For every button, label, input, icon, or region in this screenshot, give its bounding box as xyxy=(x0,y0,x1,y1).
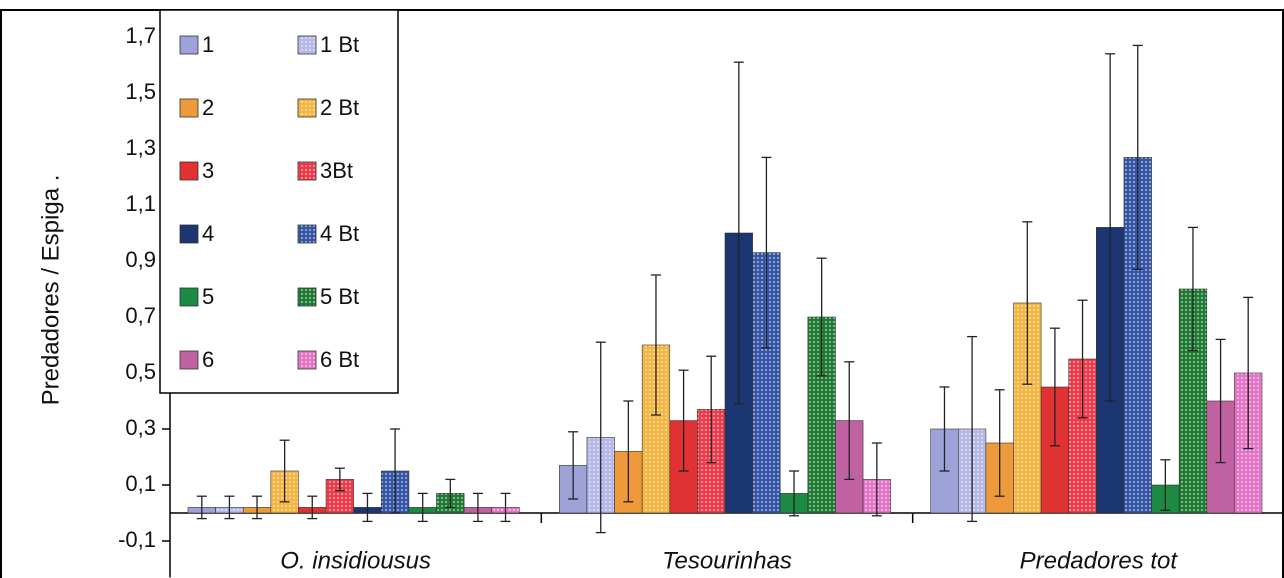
error-bar xyxy=(279,439,290,503)
error-bar xyxy=(1022,221,1033,385)
legend-label: 1 xyxy=(202,32,214,57)
error-bar xyxy=(472,492,483,523)
x-tick-label: Predadores tot xyxy=(1020,547,1179,574)
error-bar xyxy=(967,335,978,523)
x-tick-label: Tesourinhas xyxy=(662,547,792,574)
y-tick-label: 0,5 xyxy=(125,359,156,384)
x-tick-label: O. insidiousus xyxy=(280,547,431,574)
y-tick-label: 1,5 xyxy=(125,79,156,104)
legend-swatch xyxy=(297,98,317,118)
legend-label: 4 xyxy=(202,221,214,246)
legend-swatch xyxy=(179,35,199,55)
y-axis-label: Predadores / Espiga . xyxy=(37,175,64,406)
chart-frame xyxy=(0,9,1284,578)
error-bar xyxy=(678,369,689,472)
legend-label: 5 xyxy=(202,284,214,309)
error-bar xyxy=(568,431,579,500)
legend-swatch xyxy=(179,287,199,307)
error-bar xyxy=(224,495,235,520)
error-bar xyxy=(1049,327,1060,447)
legend-label: 6 xyxy=(202,347,214,372)
legend-label: 2 Bt xyxy=(320,95,359,120)
error-bar xyxy=(706,355,717,464)
legend-label: 1 Bt xyxy=(320,32,359,57)
error-bar xyxy=(816,257,827,377)
y-tick-label: 0,1 xyxy=(125,471,156,496)
error-bar xyxy=(994,389,1005,497)
error-bar xyxy=(1187,226,1198,352)
legend-label: 2 xyxy=(202,95,214,120)
y-tick-label: 1,1 xyxy=(125,191,156,216)
error-bar xyxy=(252,495,263,520)
error-bar xyxy=(623,400,634,503)
error-bar xyxy=(196,495,207,520)
error-bar xyxy=(1243,296,1254,450)
legend-swatch xyxy=(297,161,317,181)
error-bar xyxy=(650,274,661,416)
legend: 1 1 Bt 2 2 Bt 3 3Bt 4 4 Bt 5 5 Bt 6 6 Bt xyxy=(159,9,399,394)
legend-box xyxy=(159,9,399,394)
error-bar xyxy=(871,442,882,517)
error-bar xyxy=(733,61,744,405)
legend-label: 4 Bt xyxy=(320,221,359,246)
legend-label: 5 Bt xyxy=(320,284,359,309)
error-bar xyxy=(761,156,772,349)
legend-label: 3 xyxy=(202,158,214,183)
error-bar xyxy=(595,341,606,534)
error-bar xyxy=(334,467,345,492)
legend-swatch xyxy=(179,350,199,370)
error-bar xyxy=(500,492,511,523)
legend-label: 3Bt xyxy=(320,158,353,183)
legend-swatch xyxy=(297,35,317,55)
y-tick-label: 0,9 xyxy=(125,247,156,272)
error-bar xyxy=(307,495,318,520)
legend-swatch xyxy=(297,287,317,307)
legend-label: 6 Bt xyxy=(320,347,359,372)
legend-swatch xyxy=(179,224,199,244)
legend-swatch xyxy=(179,98,199,118)
error-bar xyxy=(1160,459,1171,511)
y-tick-label: -0,1 xyxy=(118,527,156,552)
error-bar xyxy=(844,361,855,481)
error-bar xyxy=(1132,44,1143,271)
error-bar xyxy=(390,428,401,514)
error-bar xyxy=(362,492,373,523)
y-tick-label: 1,7 xyxy=(125,23,156,48)
legend-swatch xyxy=(297,350,317,370)
error-bar xyxy=(939,386,950,472)
legend-swatch xyxy=(179,161,199,181)
error-bar xyxy=(789,470,800,517)
legend-swatch xyxy=(297,224,317,244)
error-bar xyxy=(1215,338,1226,464)
error-bar xyxy=(1105,53,1116,402)
y-tick-label: 0,7 xyxy=(125,303,156,328)
error-bar xyxy=(1077,299,1088,419)
error-bar xyxy=(445,478,456,509)
y-tick-label: 1,3 xyxy=(125,135,156,160)
error-bar xyxy=(417,492,428,523)
y-tick-label: 0,3 xyxy=(125,415,156,440)
